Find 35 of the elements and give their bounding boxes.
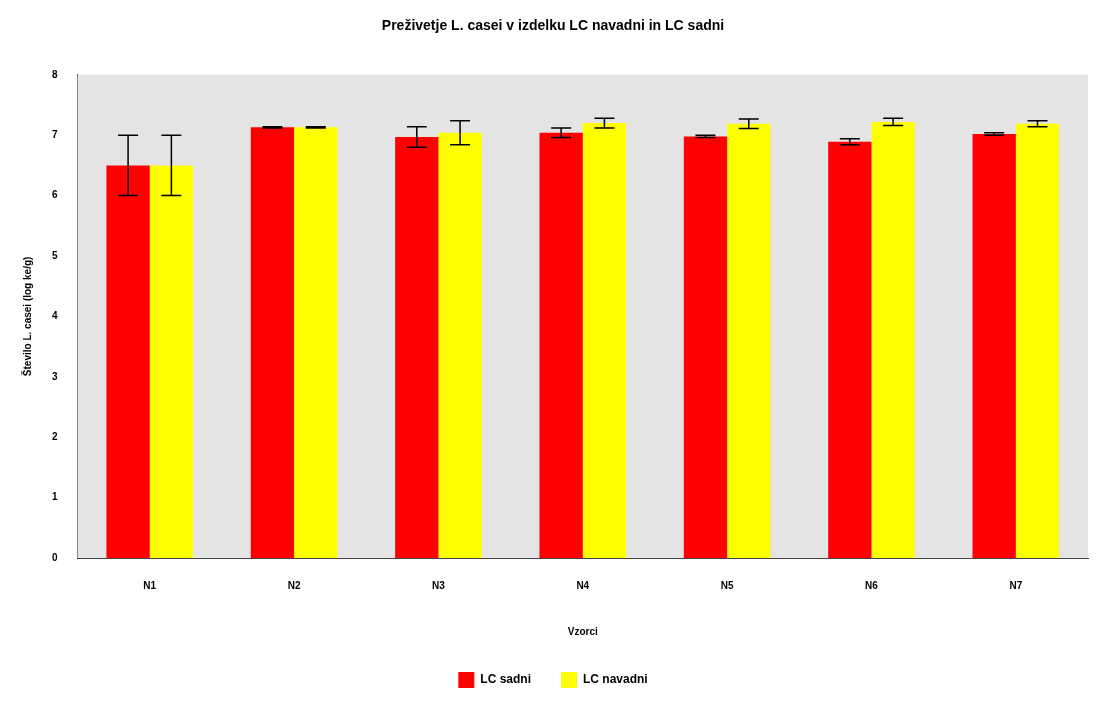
bar [395,137,439,558]
x-tick-label: N1 [143,579,157,591]
legend-label: LC sadni [480,672,531,687]
bar [972,133,1016,558]
y-tick-label: 2 [52,430,58,442]
y-tick-label: 3 [52,370,58,382]
y-tick-label: 0 [52,551,58,563]
bar [106,165,150,558]
x-tick-label: N5 [720,579,734,591]
bar [250,127,295,558]
bar [582,123,627,558]
bar [539,132,583,558]
y-tick-label: 5 [52,249,58,261]
bar [727,123,771,558]
legend-label: LC navadni [583,672,648,687]
y-tick-label: 1 [52,491,58,503]
bar [149,165,194,558]
y-tick-label: 6 [52,189,58,201]
bar [294,127,338,558]
x-tick-label: N4 [576,579,590,591]
y-tick-label: 8 [52,68,58,80]
y-axis-title: Število L. casei (log ke/g) [20,256,33,377]
x-axis-title: Vzorci [567,625,598,637]
bar [828,141,872,558]
y-tick-label: 7 [52,128,58,140]
bar [871,121,915,558]
chart-title: Preživetje L. casei v izdelku LC navadni in LC sadni [381,17,725,34]
bar [1015,123,1060,558]
x-tick-label: N6 [865,579,879,591]
y-tick-label: 4 [52,310,58,322]
bar [438,132,482,558]
bar [683,136,728,558]
x-tick-label: N2 [287,579,301,591]
x-tick-label: N3 [432,579,446,591]
x-tick-label: N7 [1009,579,1023,591]
